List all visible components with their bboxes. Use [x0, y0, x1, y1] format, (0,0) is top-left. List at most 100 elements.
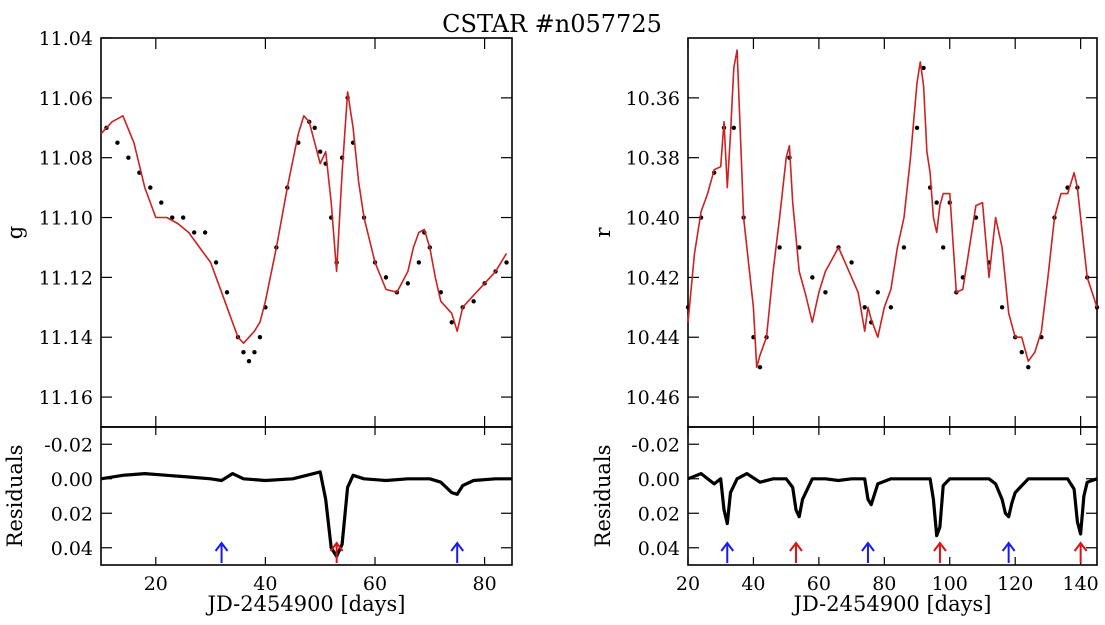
y-tick-label: 11.06 — [39, 88, 93, 110]
data-point — [810, 275, 815, 280]
x-tick-label: 40 — [741, 573, 765, 595]
data-point — [1019, 349, 1024, 355]
residual-line — [100, 470, 512, 558]
data-point — [862, 305, 867, 310]
y-tick-label: 0.04 — [638, 538, 680, 560]
x-tick-label: 120 — [997, 573, 1033, 595]
data-point — [383, 275, 389, 280]
x-tick-label: 60 — [807, 573, 831, 595]
event-arrow — [720, 541, 735, 563]
y-tick-label: 0.00 — [51, 469, 93, 491]
data-point — [999, 305, 1005, 310]
data-point — [416, 260, 422, 265]
x-tick-label: 40 — [253, 573, 277, 595]
event-arrow — [329, 541, 344, 563]
y-tick-label: 11.14 — [39, 327, 93, 349]
data-point — [202, 230, 208, 235]
y-tick-label: 10.36 — [626, 88, 680, 110]
x-axis-label: JD-2454900 [days] — [792, 592, 992, 616]
data-point — [213, 260, 219, 265]
event-arrow — [933, 541, 947, 563]
data-point — [148, 185, 153, 190]
data-point — [318, 149, 323, 154]
arrow-head — [933, 541, 947, 552]
y-axis-label: g — [3, 226, 27, 239]
plot-frame — [100, 426, 513, 566]
y-tick-label: 10.42 — [626, 267, 680, 289]
event-arrow — [1001, 541, 1016, 563]
x-tick-label: 80 — [872, 573, 896, 595]
data-point — [257, 335, 263, 340]
y-tick-label: 10.38 — [626, 148, 680, 170]
y-tick-label: -0.02 — [631, 434, 680, 456]
x-tick-label: 20 — [144, 573, 168, 595]
arrow-head — [1073, 541, 1088, 552]
y-tick-label: 11.04 — [39, 28, 93, 50]
model-line — [100, 91, 508, 344]
y-tick-label: 11.10 — [39, 208, 93, 230]
data-point — [901, 245, 907, 250]
data-point — [921, 65, 926, 71]
y-tick-label: 0.02 — [51, 503, 93, 525]
x-tick-label: 140 — [1063, 573, 1099, 595]
panel-left-top: 11.04 11.06 11.08 11.10 11.12 11.14 11.16 g — [3, 28, 513, 428]
data-point — [797, 245, 802, 250]
residual-line — [687, 472, 1098, 538]
x-tick-label: 60 — [363, 573, 387, 595]
y-tick-label: 0.04 — [51, 538, 93, 560]
y-tick-label: 11.12 — [39, 267, 93, 289]
panel-right-bottom: -0.02 0.00 0.02 0.04 20 40 60 80 100 120 140 Residu… — [591, 426, 1099, 616]
panels: 11.04 11.06 11.08 11.10 11.12 11.14 11.16 g -0.0… — [3, 28, 1100, 616]
arrow-head — [450, 541, 464, 552]
data-point — [471, 299, 476, 304]
plot-frame — [687, 37, 1098, 428]
plot-frame — [100, 37, 513, 428]
data-point — [777, 245, 782, 250]
data-point — [731, 125, 737, 130]
data-point — [941, 245, 946, 250]
data-point — [449, 320, 454, 325]
y-axis-label: r — [591, 227, 615, 238]
arrow-head — [789, 541, 803, 552]
event-arrow — [1073, 541, 1088, 563]
y-tick-label: 11.08 — [39, 148, 93, 170]
y-tick-label: 10.40 — [626, 208, 680, 230]
y-tick-label: 10.46 — [626, 387, 680, 409]
y-axis-label: Residuals — [591, 445, 615, 548]
arrow-head — [214, 541, 229, 552]
data-point — [126, 155, 131, 160]
event-arrow — [214, 541, 229, 563]
arrow-head — [720, 541, 735, 552]
panel-right-top: 10.36 10.38 10.40 10.42 10.44 10.46 r — [591, 37, 1100, 428]
y-tick-label: 0.02 — [638, 503, 680, 525]
data-points — [104, 95, 509, 364]
data-point — [405, 281, 411, 286]
arrow-head — [861, 541, 875, 552]
y-axis-label: Residuals — [3, 445, 27, 548]
data-point — [849, 260, 854, 265]
data-point — [159, 200, 164, 205]
data-point — [823, 290, 828, 295]
event-arrow — [789, 541, 803, 563]
data-point — [115, 140, 120, 145]
plot-frame — [687, 426, 1098, 566]
data-points — [685, 65, 1100, 370]
arrow-head — [329, 541, 344, 552]
x-tick-label: 80 — [473, 573, 497, 595]
data-point — [312, 125, 317, 130]
data-point — [181, 215, 186, 220]
y-tick-label: 10.44 — [626, 327, 680, 349]
data-point — [757, 364, 763, 370]
data-point — [504, 260, 509, 265]
figure-title: CSTAR #n057725 — [442, 10, 662, 38]
model-line — [687, 49, 1098, 368]
data-point — [224, 290, 230, 295]
data-point — [1026, 364, 1031, 370]
x-tick-label: 20 — [676, 573, 700, 595]
y-tick-label: 11.16 — [39, 387, 93, 409]
data-point — [241, 349, 246, 355]
y-tick-label: -0.02 — [44, 434, 93, 456]
panel-left-bottom: -0.02 0.00 0.02 0.04 20 40 60 80 Residuals JD-245… — [3, 426, 513, 616]
x-axis-label: JD-2454900 [days] — [206, 592, 406, 616]
